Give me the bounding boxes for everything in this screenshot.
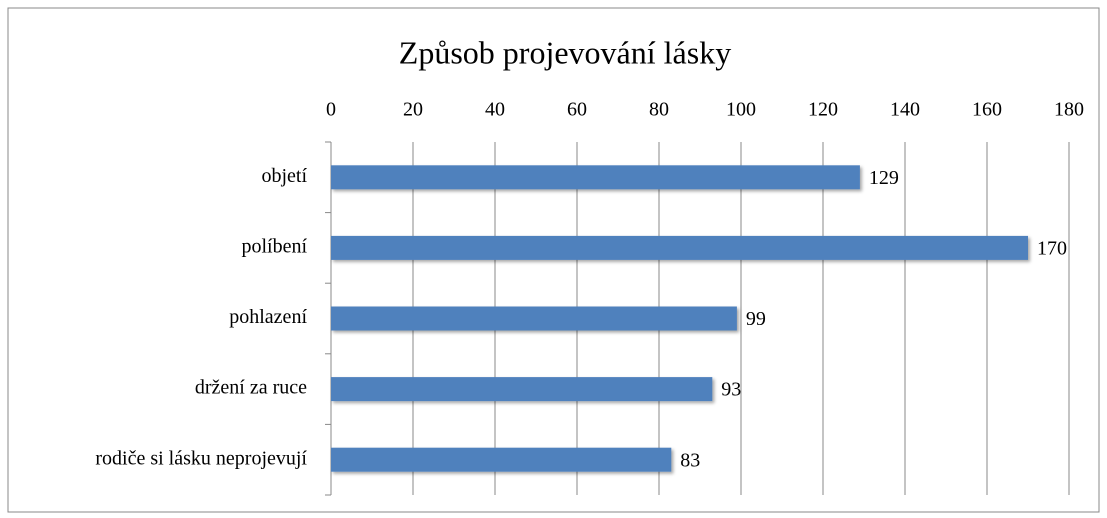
x-tick-label: 100	[726, 99, 756, 121]
data-label: 170	[1037, 237, 1067, 259]
bar	[331, 306, 737, 331]
y-tick-label: pohlazení	[229, 306, 307, 328]
x-tick-label: 20	[403, 99, 423, 121]
x-tick-label: 0	[326, 99, 336, 121]
bar	[331, 235, 1028, 260]
y-tick-label: objetí	[261, 165, 307, 187]
y-tick-label: rodiče si lásku neprojevují	[95, 447, 307, 469]
bar	[331, 377, 713, 402]
x-tick-label: 140	[890, 99, 920, 121]
y-tick-label: políbení	[241, 235, 307, 257]
x-tick-label: 40	[485, 99, 505, 121]
chart-frame	[7, 7, 1100, 513]
x-tick-label: 120	[808, 99, 838, 121]
data-label: 83	[680, 449, 700, 471]
chart-title: Způsob projevování lásky	[399, 34, 731, 70]
y-tick-label: držení za ruce	[195, 377, 307, 399]
bar	[331, 447, 672, 472]
data-label: 129	[869, 167, 899, 189]
data-label: 93	[721, 379, 741, 401]
bar	[331, 165, 860, 190]
x-tick-label: 180	[1054, 99, 1084, 121]
x-tick-label: 60	[567, 99, 587, 121]
x-tick-label: 160	[972, 99, 1002, 121]
data-label: 99	[746, 308, 766, 330]
x-tick-label: 80	[649, 99, 669, 121]
